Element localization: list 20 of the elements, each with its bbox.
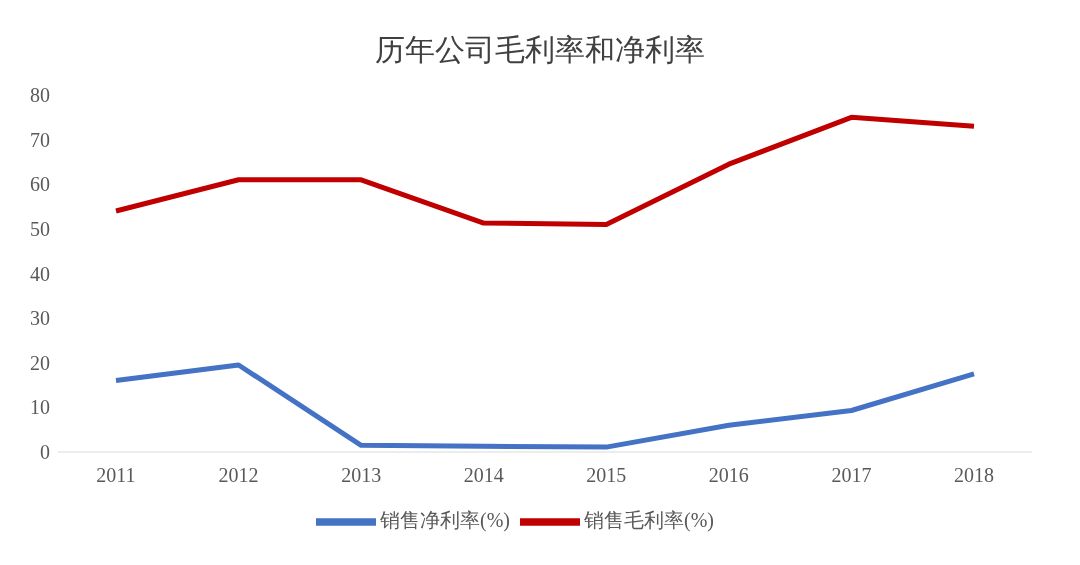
y-tick-label: 70: [30, 128, 50, 151]
x-tick-label: 2017: [831, 464, 872, 487]
y-tick-label: 20: [30, 351, 50, 374]
y-tick-label: 30: [30, 307, 50, 330]
x-tick-label: 2013: [341, 464, 382, 487]
x-tick-label: 2016: [708, 464, 749, 487]
x-tick-label: 2012: [218, 464, 259, 487]
chart-title: 历年公司毛利率和净利率: [374, 32, 706, 68]
y-tick-label: 60: [30, 173, 50, 196]
legend-label: 销售毛利率(%): [584, 508, 714, 531]
x-tick-label: 2018: [954, 464, 994, 487]
y-tick-label: 0: [40, 441, 50, 464]
x-tick-label: 2015: [586, 464, 627, 487]
y-tick-label: 10: [30, 396, 50, 419]
x-tick-label: 2014: [463, 464, 504, 487]
y-tick-label: 40: [30, 262, 50, 285]
y-tick-label: 50: [30, 217, 50, 240]
y-tick-label: 80: [30, 84, 50, 107]
x-tick-label: 2011: [96, 464, 136, 487]
legend-label: 销售净利率(%): [380, 508, 510, 531]
